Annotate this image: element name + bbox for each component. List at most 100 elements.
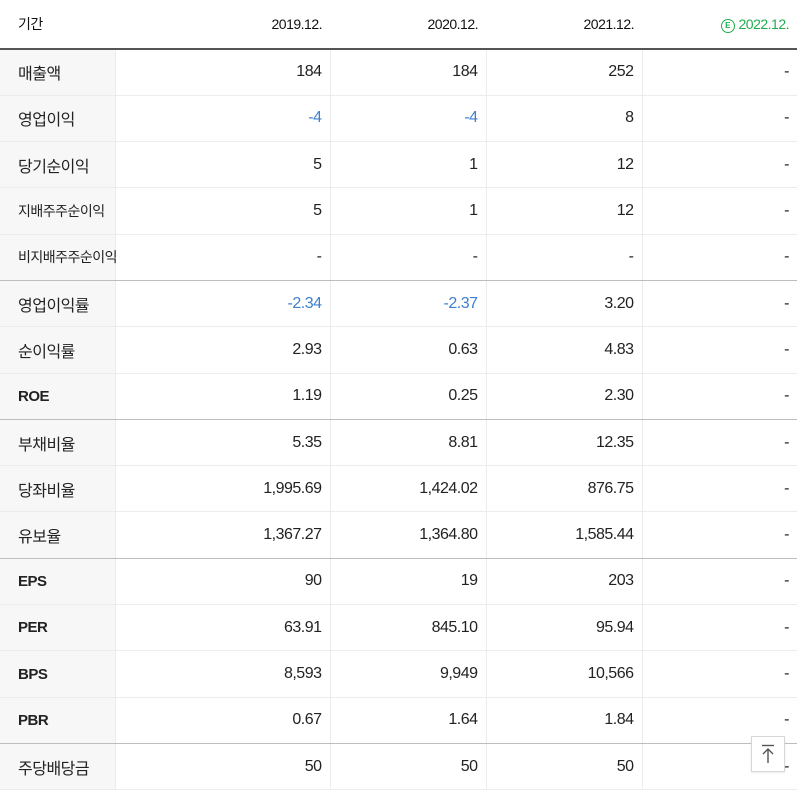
cell: -2.34 [115,280,331,328]
cell: - [642,465,797,513]
cell: 845.10 [330,604,487,652]
cell: 5.35 [115,419,331,467]
cell: - [642,511,797,559]
cell: 1.84 [486,697,643,744]
row-label-eps: EPS [0,558,116,606]
row-label-controlling-net-income: 지배주주순이익 [0,187,116,235]
cell: - [642,373,797,420]
period-header-2022-estimate: E 2022.12. [642,0,797,50]
cell: 12 [486,187,643,235]
cell: 252 [486,49,643,96]
row-label-per: PER [0,604,116,652]
row-label-debt-ratio: 부채비율 [0,419,116,467]
cell: 1 [330,187,487,235]
estimate-badge-icon: E [720,18,735,33]
cell: 184 [330,49,487,96]
table-row: 순이익률 2.93 0.63 4.83 - [0,326,797,374]
cell: - [486,234,643,281]
row-label-dividend-per-share: 주당배당금 [0,743,116,790]
table-row: 비지배주주순이익 - - - - [0,234,797,281]
cell: 1,364.80 [330,511,487,559]
row-label-operating-profit: 영업이익 [0,95,116,143]
cell: - [642,326,797,374]
cell: 8,593 [115,650,331,698]
table-header-row: 기간 2019.12. 2020.12. 2021.12. E 2022.12. [0,0,797,50]
cell: 5 [115,187,331,235]
cell: 1,367.27 [115,511,331,559]
cell: 50 [115,743,331,790]
cell: 1.19 [115,373,331,420]
period-header-2021: 2021.12. [486,0,642,50]
cell: 1,424.02 [330,465,487,513]
table-row: 매출액 184 184 252 - [0,49,797,96]
row-label-operating-margin: 영업이익률 [0,280,116,328]
cell: 19 [330,558,487,606]
cell: - [642,187,797,235]
cell: - [642,49,797,96]
table-row: 영업이익 -4 -4 8 - [0,95,797,143]
period-header-2022-label: 2022.12. [738,15,790,32]
row-label-net-margin: 순이익률 [0,326,116,374]
cell: - [642,604,797,652]
cell: - [642,280,797,328]
cell: - [642,141,797,189]
scroll-to-top-button[interactable] [751,736,785,772]
cell: 4.83 [486,326,643,374]
cell: 10,566 [486,650,643,698]
cell: 876.75 [486,465,643,513]
table-row: EPS 90 19 203 - [0,558,797,606]
cell: 8 [486,95,643,143]
cell: - [115,234,331,281]
cell: -4 [330,95,487,143]
arrow-up-to-top-icon [762,744,774,763]
cell: 1,995.69 [115,465,331,513]
cell: 1.64 [330,697,487,744]
row-label-reserve-ratio: 유보율 [0,511,116,559]
cell: 0.25 [330,373,487,420]
period-header-2020: 2020.12. [330,0,486,50]
table-row: 지배주주순이익 5 1 12 - [0,187,797,235]
row-label-bps: BPS [0,650,116,698]
table-row: BPS 8,593 9,949 10,566 - [0,650,797,698]
period-header-label: 기간 [0,0,115,50]
row-label-roe: ROE [0,373,116,420]
table-row: 부채비율 5.35 8.81 12.35 - [0,419,797,467]
cell: 8.81 [330,419,487,467]
cell: 90 [115,558,331,606]
cell: 5 [115,141,331,189]
cell: 0.63 [330,326,487,374]
table-row: 영업이익률 -2.34 -2.37 3.20 - [0,280,797,328]
cell: - [642,234,797,281]
cell: - [642,95,797,143]
table-row: 당기순이익 5 1 12 - [0,141,797,189]
row-label-noncontrolling-net-income: 비지배주주순이익 [0,234,118,281]
cell: - [330,234,487,281]
cell: - [642,419,797,467]
cell: 63.91 [115,604,331,652]
cell: 50 [486,743,643,790]
table-row: ROE 1.19 0.25 2.30 - [0,373,797,420]
table-row: PER 63.91 845.10 95.94 - [0,604,797,652]
cell: -4 [115,95,331,143]
cell: 1,585.44 [486,511,643,559]
table-row: 당좌비율 1,995.69 1,424.02 876.75 - [0,465,797,513]
cell: 2.30 [486,373,643,420]
cell: 95.94 [486,604,643,652]
cell: 50 [330,743,487,790]
table-row: 주당배당금 50 50 50 - [0,743,797,790]
period-header-2019: 2019.12. [115,0,330,50]
cell: 0.67 [115,697,331,744]
cell: 1 [330,141,487,189]
cell: 12.35 [486,419,643,467]
cell: - [642,558,797,606]
row-label-net-income: 당기순이익 [0,141,116,189]
cell: 184 [115,49,331,96]
cell: - [642,650,797,698]
cell: -2.37 [330,280,487,328]
cell: 2.93 [115,326,331,374]
table-row: 유보율 1,367.27 1,364.80 1,585.44 - [0,511,797,559]
row-label-pbr: PBR [0,697,116,744]
cell: 203 [486,558,643,606]
cell: 12 [486,141,643,189]
